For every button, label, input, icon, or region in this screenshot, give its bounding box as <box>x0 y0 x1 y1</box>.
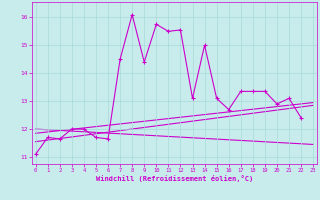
X-axis label: Windchill (Refroidissement éolien,°C): Windchill (Refroidissement éolien,°C) <box>96 175 253 182</box>
